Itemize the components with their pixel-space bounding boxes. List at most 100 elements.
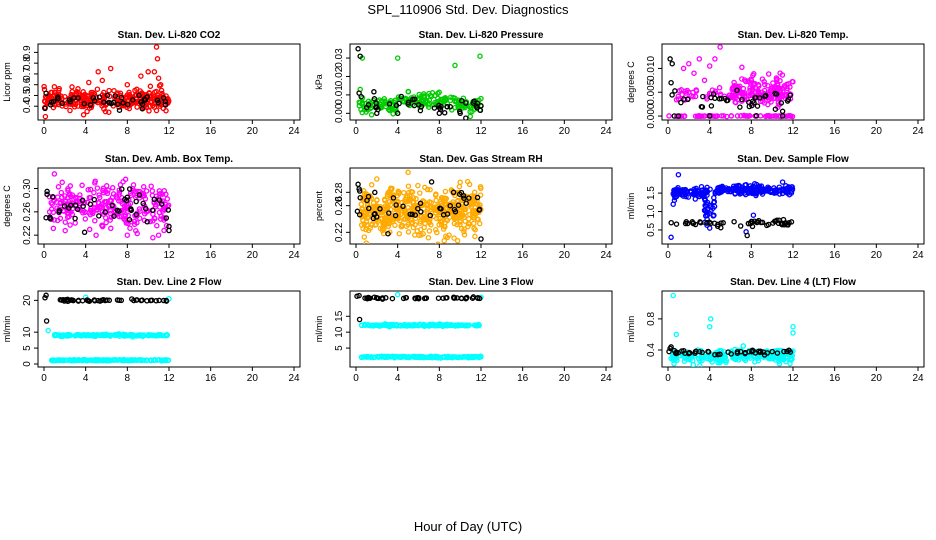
- data-point: [67, 222, 73, 228]
- data-point: [685, 194, 692, 200]
- data-point: [745, 220, 752, 227]
- data-point: [141, 357, 147, 364]
- data-point: [52, 331, 59, 338]
- data-point: [438, 195, 445, 201]
- data-point: [786, 347, 792, 354]
- x-tick-label: 12: [163, 250, 175, 261]
- data-point: [755, 355, 762, 361]
- data-point: [451, 220, 458, 227]
- data-point: [402, 216, 409, 222]
- data-point: [143, 209, 150, 215]
- data-point: [107, 208, 114, 214]
- data-point: [403, 354, 410, 360]
- data-point: [734, 113, 741, 119]
- data-point: [385, 230, 391, 237]
- data-point: [707, 186, 713, 192]
- data-point: [410, 224, 417, 231]
- x-tick-label: 8: [125, 126, 131, 137]
- data-point: [147, 103, 153, 110]
- data-point: [54, 194, 61, 200]
- data-point: [358, 93, 364, 100]
- panel-title: Stan. Dev. Li-820 Temp.: [738, 30, 849, 41]
- data-point: [158, 201, 165, 207]
- data-point: [418, 103, 425, 110]
- data-point: [162, 332, 168, 339]
- points-layer: [666, 292, 796, 367]
- data-point: [54, 94, 61, 100]
- data-point: [696, 56, 703, 62]
- data-point: [698, 113, 704, 120]
- data-point: [666, 113, 672, 119]
- data-point: [157, 81, 164, 88]
- data-point: [364, 322, 371, 328]
- data-point: [360, 354, 366, 360]
- data-point: [133, 99, 139, 106]
- x-tick-label: 24: [288, 373, 300, 384]
- data-point: [762, 186, 768, 193]
- data-point: [106, 99, 112, 106]
- data-point: [755, 82, 762, 88]
- data-point: [407, 211, 413, 217]
- data-point: [444, 354, 450, 361]
- x-tick-label: 12: [475, 250, 487, 261]
- points-layer: [666, 44, 796, 120]
- y-tick-label: 0.9: [22, 45, 33, 59]
- data-point: [106, 87, 112, 94]
- data-point: [689, 357, 696, 364]
- data-point: [67, 183, 74, 189]
- data-point: [65, 187, 71, 194]
- data-point: [679, 187, 686, 193]
- y-tick-label: 0.22: [22, 225, 33, 245]
- data-point: [458, 213, 465, 220]
- data-point: [779, 108, 786, 115]
- data-point: [691, 70, 697, 76]
- x-tick-label: 0: [353, 373, 359, 384]
- data-point: [728, 113, 735, 119]
- data-point: [440, 322, 447, 328]
- y-tick-label: 0.22: [334, 222, 345, 242]
- data-point: [773, 75, 780, 81]
- data-point: [457, 110, 463, 117]
- data-point: [149, 207, 156, 213]
- data-point: [456, 183, 463, 190]
- data-point: [116, 190, 123, 196]
- data-point: [426, 100, 433, 107]
- data-point: [53, 357, 59, 364]
- data-point: [428, 93, 435, 100]
- data-point: [409, 211, 415, 218]
- data-point: [412, 215, 419, 222]
- data-point: [765, 221, 772, 228]
- data-point: [441, 237, 447, 244]
- data-point: [51, 171, 58, 177]
- x-tick-label: 24: [912, 126, 924, 137]
- data-point: [742, 191, 749, 198]
- data-point: [708, 103, 715, 109]
- y-axis-label: percent: [314, 190, 324, 221]
- y-tick-label: 10: [22, 326, 33, 338]
- data-point: [405, 88, 412, 95]
- data-point: [441, 110, 448, 116]
- data-point: [704, 212, 711, 218]
- data-point: [721, 357, 728, 364]
- data-point: [459, 97, 465, 104]
- data-point: [461, 195, 467, 201]
- data-point: [706, 63, 713, 69]
- data-point: [776, 95, 783, 101]
- data-point: [96, 94, 103, 100]
- data-point: [700, 187, 706, 193]
- data-point: [159, 332, 165, 339]
- data-point: [162, 207, 168, 213]
- data-point: [464, 294, 470, 301]
- data-point: [393, 102, 400, 109]
- data-point: [410, 96, 416, 103]
- data-point: [136, 332, 143, 338]
- data-point: [107, 217, 113, 223]
- data-point: [363, 247, 367, 251]
- data-point: [417, 190, 423, 196]
- data-point: [475, 295, 481, 301]
- panel-9: Stan. Dev. Line 4 (LT) Flow ml/min 0 4 8 12 16…: [626, 277, 925, 384]
- data-point: [764, 350, 771, 356]
- data-point: [408, 217, 414, 223]
- data-point: [476, 220, 483, 227]
- x-tick-label: 16: [829, 250, 841, 261]
